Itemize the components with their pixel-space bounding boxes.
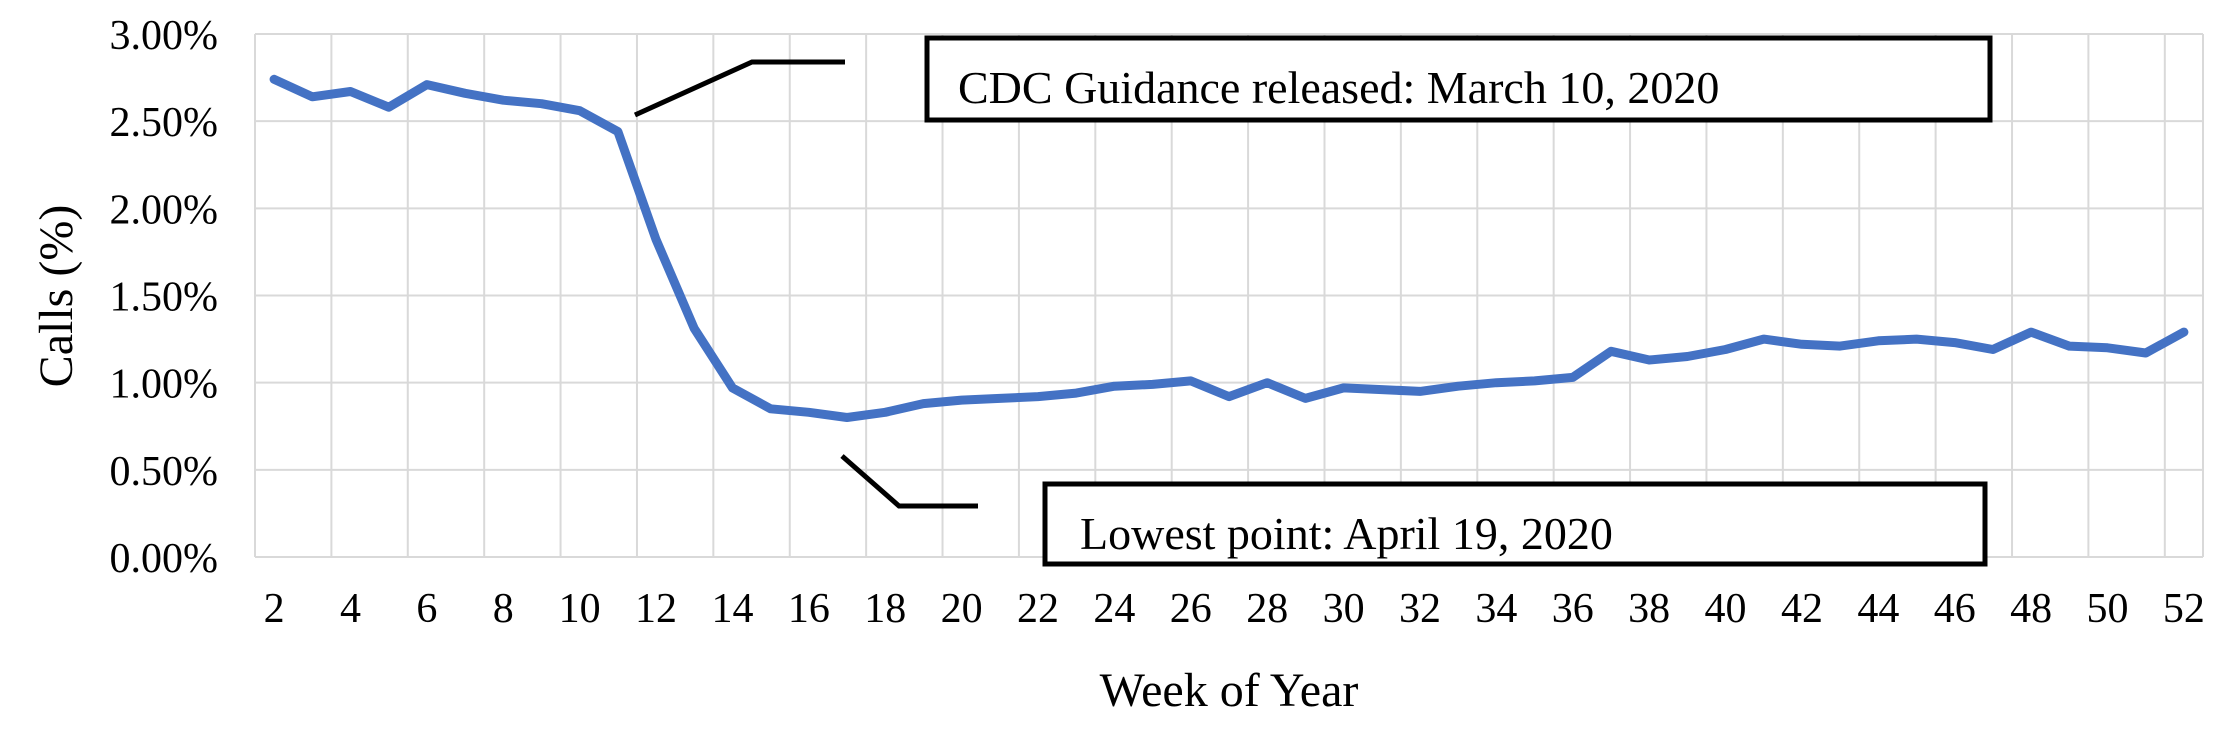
x-tick-label: 22 [1017,586,1059,632]
lowest-callout-line [840,454,978,509]
y-tick-label: 3.00% [110,13,219,59]
y-tick-label: 2.00% [110,187,219,233]
calls-series-line [269,74,2189,422]
y-tick-label: 1.50% [110,275,219,321]
x-tick-label: 16 [788,586,830,632]
x-tick-label: 28 [1246,586,1288,632]
cdc-annotation: CDC Guidance released: March 10, 2020 [924,35,1993,123]
x-tick-label: 36 [1552,586,1594,632]
x-axis-title: Week of Year [1100,664,1359,717]
x-tick-label: 48 [2010,586,2052,632]
x-tick-label: 40 [1705,586,1747,632]
x-tick-label: 14 [711,586,753,632]
x-tick-label: 46 [1934,586,1976,632]
y-tick-label: 1.00% [110,362,219,408]
x-tick-label: 8 [493,586,514,632]
lowest-annotation-text: Lowest point: April 19, 2020 [1080,508,1613,559]
x-tick-label: 20 [941,586,983,632]
x-tick-label: 12 [635,586,677,632]
x-tick-label: 34 [1475,586,1517,632]
cdc-annotation-box [924,35,1993,123]
x-tick-label: 6 [416,586,437,632]
y-axis-title: Calls (%) [30,205,83,388]
x-tick-label: 50 [2087,586,2129,632]
cdc-callout-line [633,59,845,118]
x-tick-label: 44 [1857,586,1899,632]
x-axis-tick-labels: 2 4 6 8 10 12 14 16 18 20 22 24 26 28 30 32 34 36 38 40 42 44… [264,586,2205,632]
x-tick-label: 4 [340,586,361,632]
lowest-annotation-box [1042,481,1988,567]
x-tick-label: 24 [1093,586,1135,632]
y-tick-label: 0.00% [110,536,219,582]
x-tick-label: 32 [1399,586,1441,632]
x-tick-label: 10 [559,586,601,632]
x-tick-label: 38 [1628,586,1670,632]
x-tick-label: 26 [1170,586,1212,632]
y-tick-label: 0.50% [110,449,219,495]
cdc-annotation-text: CDC Guidance released: March 10, 2020 [958,62,1719,113]
x-tick-label: 18 [864,586,906,632]
lowest-annotation: Lowest point: April 19, 2020 [1042,481,1988,567]
x-tick-label: 2 [264,586,285,632]
x-tick-label: 30 [1323,586,1365,632]
x-tick-label: 52 [2163,586,2205,632]
gridlines [254,33,2204,558]
y-axis-tick-labels: 3.00% 2.50% 2.00% 1.50% 1.00% 0.50% 0.00% [110,13,219,582]
x-tick-label: 42 [1781,586,1823,632]
y-tick-label: 2.50% [110,100,219,146]
